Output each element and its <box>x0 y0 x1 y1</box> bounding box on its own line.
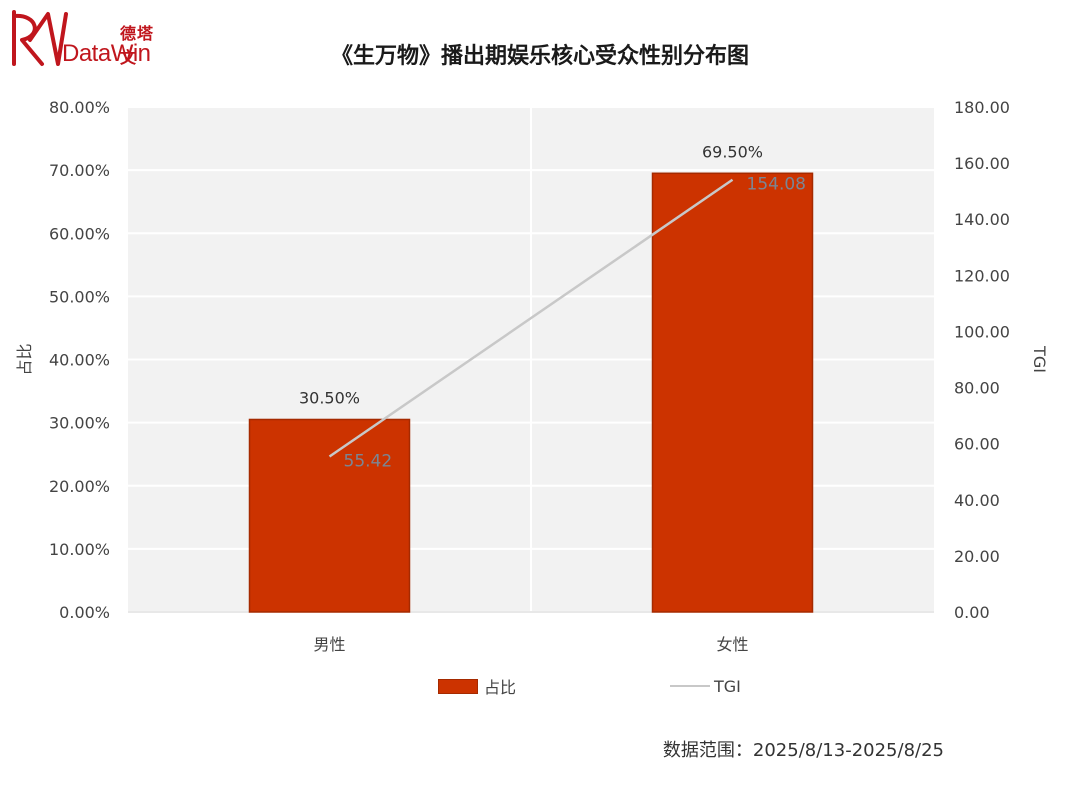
y-tick-label: 80.00% <box>49 98 110 117</box>
data-range-note: 数据范围：2025/8/13-2025/8/25 <box>662 740 944 761</box>
legend-swatch-share <box>438 678 478 694</box>
logo-name-cn: 德塔文 <box>120 24 155 67</box>
tgi-line <box>328 178 734 458</box>
y2-tick-label: 40.00 <box>954 491 1000 510</box>
legend-item-tgi: TGI <box>670 675 741 697</box>
legend-label-share: 占比 <box>484 678 517 697</box>
y2-tick-label: 180.00 <box>954 98 1010 117</box>
y-tick-label: 60.00% <box>49 224 110 243</box>
logo-name-en: DataWin <box>62 40 151 67</box>
y2-axis-title: TGI <box>1030 345 1049 373</box>
tgi-data-label: 154.08 <box>747 175 806 195</box>
datawin-logo: 德塔文 DataWin <box>8 6 168 70</box>
legend-swatch-tgi <box>670 685 710 687</box>
y-tick-label: 70.00% <box>49 161 110 180</box>
y2-tick-label: 20.00 <box>954 547 1000 566</box>
y-tick-label: 20.00% <box>49 477 110 496</box>
tgi-data-label: 55.42 <box>344 452 393 472</box>
legend-label-tgi: TGI <box>714 676 741 696</box>
y-tick-label: 40.00% <box>49 351 110 370</box>
y2-tick-label: 140.00 <box>954 210 1010 229</box>
x-tick-label: 男性 <box>313 635 345 654</box>
y-tick-label: 30.00% <box>49 414 110 433</box>
y2-tick-label: 100.00 <box>954 322 1010 341</box>
datawin-logo-mark <box>12 10 68 66</box>
y2-tick-label: 120.00 <box>954 266 1010 285</box>
x-tick-label: 女性 <box>716 635 748 654</box>
bar-1 <box>248 418 411 613</box>
bar-data-label: 69.50% <box>702 142 763 161</box>
y2-tick-label: 160.00 <box>954 154 1010 173</box>
y-axis-title: 占比 <box>15 343 34 375</box>
bar-data-label: 30.50% <box>299 388 360 407</box>
y-tick-label: 0.00% <box>59 603 110 622</box>
y-tick-label: 10.00% <box>49 540 110 559</box>
legend-item-share: 占比 <box>438 675 516 697</box>
y2-tick-label: 80.00 <box>954 379 1000 398</box>
chart-title: 《生万物》播出期娱乐核心受众性别分布图 <box>330 44 749 69</box>
y2-tick-label: 0.00 <box>954 603 990 622</box>
y-tick-label: 50.00% <box>49 287 110 306</box>
bar-2 <box>651 172 814 613</box>
y2-tick-label: 60.00 <box>954 435 1000 454</box>
